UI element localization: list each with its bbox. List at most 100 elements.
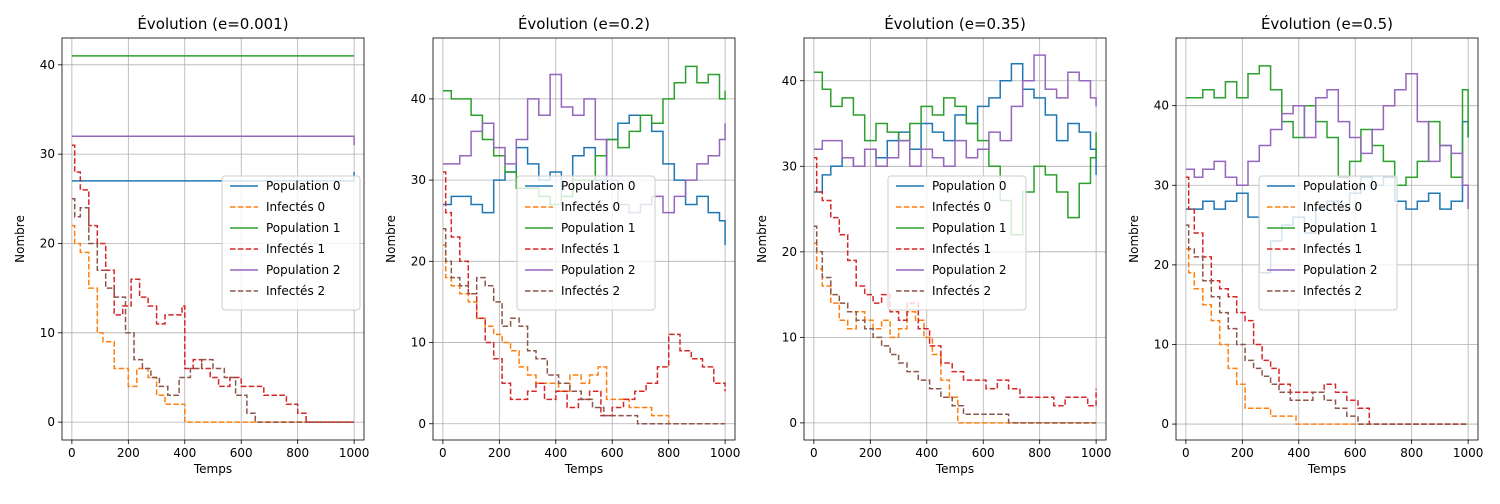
x-tick-label: 0 bbox=[810, 446, 818, 460]
legend: Population 0 Infectés 0 Population 1 Infect… bbox=[1258, 175, 1398, 311]
x-tick-label: 0 bbox=[1182, 446, 1190, 460]
x-tick-label: 200 bbox=[117, 446, 140, 460]
legend-entry: Population 0 bbox=[266, 179, 341, 193]
y-axis-label: Nombre bbox=[384, 215, 398, 263]
series-line-5 bbox=[442, 228, 726, 425]
axes-frame bbox=[432, 37, 736, 441]
subplot-2: 0 200 400 600 800 1000 0 10 20 30 40 Évolution (e=0… bbox=[755, 14, 1111, 476]
x-axis-label: Temps bbox=[193, 462, 232, 476]
x-tick-label: 0 bbox=[68, 446, 76, 460]
series-line-1 bbox=[1185, 248, 1469, 425]
legend-entry: Infectés 1 bbox=[932, 242, 991, 256]
x-axis-label: Temps bbox=[564, 462, 603, 476]
x-tick-label: 1000 bbox=[710, 446, 741, 460]
x-tick-label: 800 bbox=[286, 446, 309, 460]
series-line-5 bbox=[1185, 224, 1469, 425]
legend-entry: Population 0 bbox=[561, 179, 636, 193]
y-axis-label: Nombre bbox=[13, 215, 27, 263]
y-tick-label: 30 bbox=[411, 173, 426, 187]
y-tick-label: 10 bbox=[782, 330, 797, 344]
legend-entry: Infectés 0 bbox=[1303, 200, 1362, 214]
x-tick-label: 800 bbox=[1028, 446, 1051, 460]
legend-entry: Infectés 0 bbox=[561, 200, 620, 214]
x-tick-label: 400 bbox=[173, 446, 196, 460]
x-tick-label: 0 bbox=[439, 446, 447, 460]
y-tick-label: 40 bbox=[782, 74, 797, 88]
legend-entry: Infectés 0 bbox=[932, 200, 991, 214]
y-tick-label: 40 bbox=[40, 58, 55, 72]
legend-entry: Population 2 bbox=[266, 263, 341, 277]
y-tick-label: 30 bbox=[40, 147, 55, 161]
y-tick-label: 20 bbox=[782, 245, 797, 259]
y-tick-label: 10 bbox=[1154, 337, 1169, 351]
legend-box bbox=[221, 175, 361, 311]
y-axis-label: Nombre bbox=[755, 215, 769, 263]
panel-title: Évolution (e=0.2) bbox=[518, 14, 650, 33]
y-tick-label: 30 bbox=[1154, 178, 1169, 192]
y-tick-label: 20 bbox=[411, 254, 426, 268]
x-tick-label: 200 bbox=[859, 446, 882, 460]
legend-entry: Population 1 bbox=[561, 221, 636, 235]
x-axis-label: Temps bbox=[935, 462, 974, 476]
series-line-4 bbox=[71, 135, 355, 146]
series-line-3 bbox=[71, 144, 355, 423]
subplot-0: 0 200 400 600 800 1000 0 10 20 30 40 Évolution (e=0… bbox=[13, 14, 369, 476]
legend-entry: Infectés 1 bbox=[1303, 242, 1362, 256]
x-tick-label: 800 bbox=[1400, 446, 1423, 460]
x-tick-label: 600 bbox=[1344, 446, 1367, 460]
series-line-2 bbox=[1185, 65, 1469, 187]
y-tick-label: 40 bbox=[411, 92, 426, 106]
legend-entry: Population 1 bbox=[266, 221, 341, 235]
x-tick-label: 600 bbox=[972, 446, 995, 460]
x-tick-label: 200 bbox=[488, 446, 511, 460]
legend-box bbox=[516, 175, 656, 311]
legend-entry: Infectés 1 bbox=[266, 242, 325, 256]
y-tick-label: 0 bbox=[789, 416, 797, 430]
panel-title: Évolution (e=0.5) bbox=[1261, 14, 1393, 33]
series-line-1 bbox=[71, 224, 355, 423]
axes-frame bbox=[61, 37, 365, 441]
y-tick-label: 0 bbox=[418, 417, 426, 431]
series-line-4 bbox=[442, 73, 726, 214]
legend-entry: Infectés 2 bbox=[932, 284, 991, 298]
axes-frame bbox=[1175, 37, 1479, 441]
y-tick-label: 0 bbox=[47, 415, 55, 429]
legend-entry: Population 2 bbox=[561, 263, 636, 277]
panel-title: Évolution (e=0.001) bbox=[137, 14, 288, 33]
series-line-0 bbox=[813, 62, 1097, 193]
x-tick-label: 1000 bbox=[339, 446, 370, 460]
legend: Population 0 Infectés 0 Population 1 Infect… bbox=[516, 175, 656, 311]
axes-frame bbox=[803, 37, 1107, 441]
series-group bbox=[442, 65, 726, 425]
legend-entry: Population 0 bbox=[932, 179, 1007, 193]
y-tick-label: 20 bbox=[1154, 258, 1169, 272]
x-tick-label: 600 bbox=[230, 446, 253, 460]
x-tick-label: 600 bbox=[601, 446, 624, 460]
legend-entry: Infectés 1 bbox=[561, 242, 620, 256]
subplot-1: 0 200 400 600 800 1000 0 10 20 30 40 Évolution (e=0… bbox=[384, 14, 740, 476]
legend-entry: Infectés 2 bbox=[1303, 284, 1362, 298]
x-tick-label: 200 bbox=[1231, 446, 1254, 460]
legend-entry: Infectés 2 bbox=[266, 284, 325, 298]
series-line-1 bbox=[442, 244, 726, 425]
y-tick-label: 30 bbox=[782, 159, 797, 173]
legend-entry: Infectés 2 bbox=[561, 284, 620, 298]
series-line-3 bbox=[442, 171, 726, 417]
panel-title: Évolution (e=0.35) bbox=[884, 14, 1026, 33]
x-tick-label: 1000 bbox=[1081, 446, 1112, 460]
series-line-5 bbox=[71, 198, 355, 423]
series-line-4 bbox=[813, 54, 1097, 168]
legend-entry: Population 1 bbox=[1303, 221, 1378, 235]
legend-box bbox=[887, 175, 1027, 311]
series-line-4 bbox=[1185, 73, 1469, 210]
series-line-5 bbox=[813, 225, 1097, 424]
y-tick-label: 20 bbox=[40, 236, 55, 250]
y-axis-label: Nombre bbox=[1127, 215, 1141, 263]
series-line-2 bbox=[813, 71, 1097, 236]
x-tick-label: 800 bbox=[657, 446, 680, 460]
legend-entry: Population 1 bbox=[932, 221, 1007, 235]
y-tick-label: 10 bbox=[411, 336, 426, 350]
y-tick-label: 10 bbox=[40, 326, 55, 340]
